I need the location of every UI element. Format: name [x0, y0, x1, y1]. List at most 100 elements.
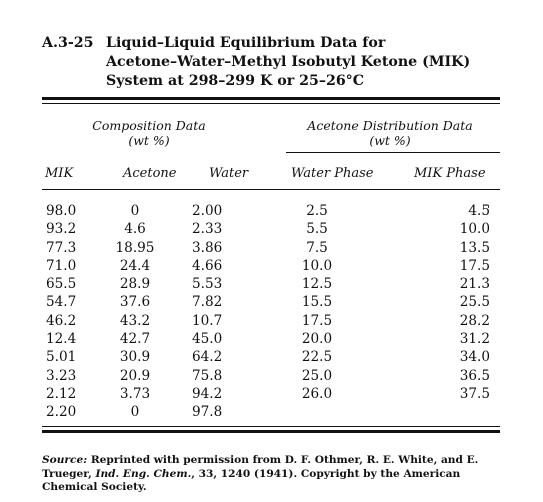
cell-mik-phase: 10.0: [459, 221, 490, 238]
column-header-acetone: Acetone: [123, 166, 177, 181]
cell-mik-phase: 13.5: [459, 239, 490, 256]
source-label: Source:: [42, 454, 88, 466]
cell-mik-phase: 36.5: [459, 367, 490, 384]
cell-water: 97.8: [192, 404, 223, 421]
cell-acetone: 37.6: [119, 294, 151, 311]
cell-mik: 2.20: [46, 404, 77, 421]
cell-water-phase: [254, 403, 380, 421]
top-rule: [42, 97, 500, 100]
cell-acetone: 20.9: [119, 367, 151, 384]
column-header-mik-phase: MIK Phase: [414, 166, 486, 181]
cell-mik: 2.12: [46, 385, 77, 402]
table-row: 3.23 20.9 75.8 25.0 36.5: [42, 367, 500, 385]
cell-mik: 93.2: [46, 221, 77, 238]
cell-water: 10.7: [192, 312, 223, 329]
table-row: 12.4 42.7 45.0 20.0 31.2: [42, 330, 500, 348]
cell-acetone: 0: [130, 404, 140, 421]
cell-water-phase: 20.0: [301, 331, 333, 348]
cell-acetone: 28.9: [119, 276, 151, 293]
caption-line-3: System at 298–299 K or 25–26°C: [106, 73, 365, 89]
cell-acetone: 3.73: [119, 385, 151, 402]
cell-mik-phase: 28.2: [459, 312, 490, 329]
stray-tick-mark: ': [487, 203, 491, 216]
column-header-water-phase: Water Phase: [291, 166, 374, 181]
cell-acetone: 42.7: [119, 331, 151, 348]
cell-mik: 54.7: [46, 294, 77, 311]
table-row: 2.12 3.73 94.2 26.0 37.5: [42, 385, 500, 403]
table-row: 71.0 24.4 4.66 10.0 17.5: [42, 257, 500, 275]
composition-group-header: Composition Data (wt %): [84, 118, 214, 148]
cell-water-phase: 5.5: [306, 221, 328, 238]
distribution-unit: (wt %): [369, 133, 411, 148]
cell-water: 2.00: [192, 203, 223, 219]
cell-water: 3.86: [192, 239, 223, 256]
cell-acetone: 24.4: [119, 257, 151, 274]
cell-mik-phase: 25.5: [459, 294, 490, 311]
cell-mik: 12.4: [46, 331, 77, 348]
table-row: 54.7 37.6 7.82 15.5 25.5: [42, 293, 500, 311]
table-caption: A.3-25 Liquid–Liquid Equilibrium Data for…: [42, 34, 522, 91]
source-text-1: Reprinted with permission from D. F. Oth…: [42, 454, 479, 480]
table-number: A.3-25: [42, 35, 94, 51]
table-row: 98.0 0 2.00 2.5 4.5: [42, 202, 500, 220]
table-row: 93.2 4.6 2.33 5.5 10.0: [42, 220, 500, 238]
distribution-group-header: Acetone Distribution Data (wt %): [298, 118, 482, 148]
top-rule-thin: [42, 103, 500, 104]
cell-mik: 3.23: [46, 367, 77, 384]
cell-mik-phase: 4.5: [468, 203, 490, 219]
table-row: 65.5 28.9 5.53 12.5 21.3: [42, 275, 500, 293]
cell-mik-phase: [380, 403, 500, 421]
cell-mik-phase: 21.3: [459, 276, 490, 293]
cell-water: 4.66: [192, 257, 223, 274]
cell-acetone: 43.2: [119, 312, 151, 329]
cell-mik: 98.0: [46, 203, 77, 219]
cell-water: 7.82: [192, 294, 223, 311]
column-header-water: Water: [209, 166, 249, 181]
cell-water-phase: 15.5: [301, 294, 333, 311]
distribution-subrule: [286, 152, 500, 153]
cell-mik: 77.3: [46, 239, 77, 256]
table-row: 77.3 18.95 3.86 7.5 13.5: [42, 239, 500, 257]
data-table: 98.0 0 2.00 2.5 4.5 93.2 4.6 2.33 5.5 10.0 77.3 1…: [42, 202, 500, 422]
header-rule: [42, 189, 500, 190]
cell-water: 94.2: [192, 385, 223, 402]
cell-water-phase: 10.0: [301, 257, 333, 274]
cell-water-phase: 25.0: [301, 367, 333, 384]
cell-water-phase: 26.0: [301, 385, 333, 402]
caption-title-1: Liquid–Liquid Equilibrium Data for: [106, 35, 386, 51]
composition-unit: (wt %): [128, 133, 170, 148]
cell-water-phase: 22.5: [301, 349, 333, 366]
cell-mik-phase: 34.0: [459, 349, 490, 366]
cell-water-phase: 17.5: [301, 312, 333, 329]
cell-water-phase: 7.5: [306, 239, 328, 256]
cell-acetone: 4.6: [124, 221, 146, 238]
cell-mik: 71.0: [46, 257, 77, 274]
cell-water-phase: 12.5: [301, 276, 333, 293]
cell-water: 75.8: [192, 367, 223, 384]
table-row: 46.2 43.2 10.7 17.5 28.2: [42, 312, 500, 330]
cell-water: 64.2: [192, 349, 223, 366]
source-text-2: , 33, 1240 (1941). Copyright by the Amer…: [42, 467, 461, 494]
caption-line-2: Acetone–Water–Methyl Isobutyl Ketone (MI…: [106, 54, 471, 70]
cell-mik: 65.5: [46, 276, 77, 293]
cell-water-phase: 2.5: [306, 203, 328, 219]
cell-mik-phase: 37.5: [459, 385, 490, 402]
bottom-rule: [42, 426, 500, 427]
bottom-rule-thick: [42, 430, 500, 433]
source-note: Source: Reprinted with permission from D…: [42, 454, 504, 495]
cell-mik-phase: 31.2: [459, 331, 490, 348]
cell-mik: 5.01: [46, 349, 77, 366]
cell-water: 2.33: [192, 221, 223, 238]
cell-acetone: 0: [130, 203, 140, 219]
data-table-body: 98.0 0 2.00 2.5 4.5 93.2 4.6 2.33 5.5 10.0 77.3 1…: [42, 202, 500, 422]
column-header-mik: MIK: [45, 166, 74, 181]
cell-water: 45.0: [192, 331, 223, 348]
cell-water: 5.53: [192, 276, 223, 293]
caption-line-1: A.3-25 Liquid–Liquid Equilibrium Data for: [42, 34, 522, 53]
cell-mik: 46.2: [46, 312, 77, 329]
cell-acetone: 30.9: [119, 349, 151, 366]
table-row: 5.01 30.9 64.2 22.5 34.0: [42, 348, 500, 366]
cell-acetone: 18.95: [115, 239, 155, 256]
table-row: 2.20 0 97.8: [42, 403, 500, 421]
